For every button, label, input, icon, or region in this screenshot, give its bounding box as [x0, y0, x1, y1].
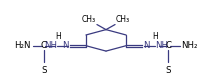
- Text: NH: NH: [155, 41, 168, 50]
- Text: H₂N: H₂N: [14, 41, 31, 50]
- Text: NH: NH: [44, 41, 57, 50]
- Text: C: C: [41, 41, 47, 50]
- Text: C: C: [165, 41, 171, 50]
- Text: H: H: [55, 32, 61, 41]
- Text: CH₃: CH₃: [82, 15, 96, 24]
- Text: S: S: [166, 66, 171, 75]
- Text: H: H: [153, 32, 159, 41]
- Text: N: N: [144, 41, 150, 50]
- Text: N: N: [62, 41, 68, 50]
- Text: CH₃: CH₃: [116, 15, 130, 24]
- Text: S: S: [41, 66, 46, 75]
- Text: NH₂: NH₂: [181, 41, 198, 50]
